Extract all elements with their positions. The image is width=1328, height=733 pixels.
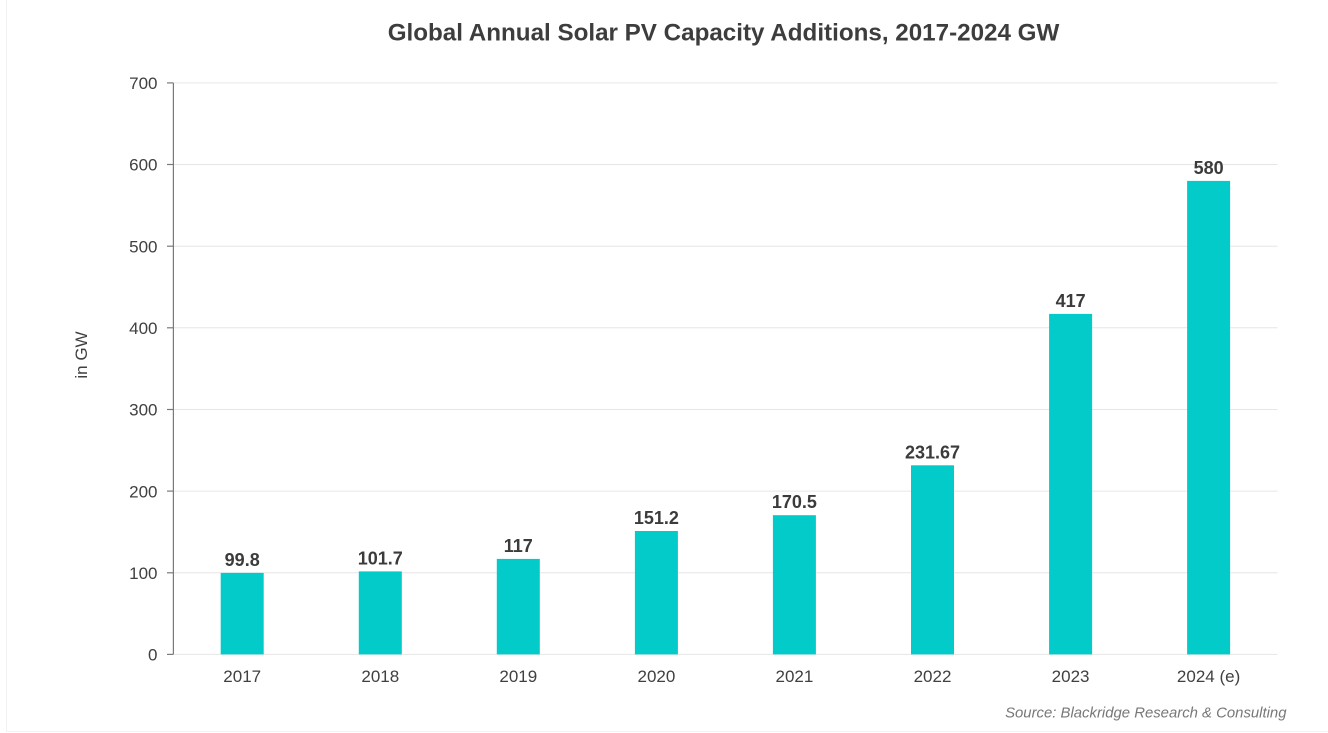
svg-text:Global Annual Solar PV Capacit: Global Annual Solar PV Capacity Addition… xyxy=(388,20,1060,47)
svg-text:100: 100 xyxy=(129,564,157,583)
svg-text:2023: 2023 xyxy=(1052,667,1090,686)
svg-text:417: 417 xyxy=(1056,291,1086,311)
svg-text:117: 117 xyxy=(504,536,533,556)
svg-text:600: 600 xyxy=(129,156,157,175)
svg-text:in GW: in GW xyxy=(72,331,91,378)
svg-text:580: 580 xyxy=(1194,158,1224,178)
svg-text:Source: Blackridge Research &: Source: Blackridge Research & Consulting xyxy=(1005,706,1287,722)
svg-text:2020: 2020 xyxy=(637,667,675,686)
svg-text:170.5: 170.5 xyxy=(772,492,817,512)
svg-text:231.67: 231.67 xyxy=(905,442,960,462)
svg-text:2021: 2021 xyxy=(775,667,813,686)
svg-text:400: 400 xyxy=(129,319,157,338)
svg-text:200: 200 xyxy=(129,482,157,501)
svg-text:0: 0 xyxy=(148,646,157,665)
svg-text:101.7: 101.7 xyxy=(358,548,403,568)
svg-text:2018: 2018 xyxy=(361,667,399,686)
svg-text:151.2: 151.2 xyxy=(634,508,679,528)
svg-text:2022: 2022 xyxy=(914,667,952,686)
svg-text:500: 500 xyxy=(129,237,157,256)
svg-text:700: 700 xyxy=(129,74,157,93)
svg-text:2017: 2017 xyxy=(223,667,261,686)
svg-text:99.8: 99.8 xyxy=(225,550,260,570)
svg-text:2019: 2019 xyxy=(499,667,537,686)
svg-text:2024 (e): 2024 (e) xyxy=(1177,667,1240,686)
svg-text:300: 300 xyxy=(129,401,157,420)
